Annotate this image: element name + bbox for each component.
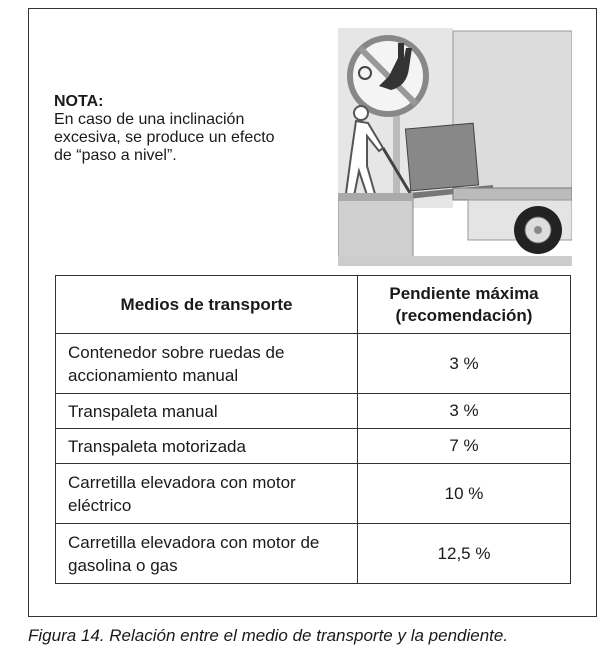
header-medios: Medios de transporte: [55, 275, 358, 334]
table-row: Transpaleta manual 3 %: [55, 393, 571, 429]
note-text: En caso de una inclinación excesiva, se …: [54, 111, 275, 164]
figure-frame: [28, 8, 597, 617]
cell-medio: Contenedor sobre ruedas de accionamiento…: [55, 333, 358, 394]
note-title: NOTA:: [54, 93, 104, 110]
table-row: Carretilla elevadora con motor eléctrico…: [55, 463, 571, 524]
cell-medio: Carretilla elevadora con motor de gasoli…: [55, 523, 358, 584]
header-pendiente: Pendiente máxima (recomendación): [357, 275, 571, 334]
cell-pendiente: 10 %: [357, 463, 571, 524]
cell-pendiente: 7 %: [357, 428, 571, 464]
cell-medio: Transpaleta manual: [55, 393, 358, 429]
truck-wheel-icon: [514, 206, 562, 254]
table-row: Transpaleta motorizada 7 %: [55, 428, 571, 464]
stop-hand-icon: [347, 35, 429, 117]
table-header-row: Medios de transporte Pendiente máxima (r…: [55, 275, 571, 334]
note: NOTA: En caso de una inclinación excesiv…: [54, 93, 294, 165]
table-row: Carretilla elevadora con motor de gasoli…: [55, 523, 571, 584]
slope-table: Medios de transporte Pendiente máxima (r…: [55, 275, 571, 584]
cell-pendiente: 12,5 %: [357, 523, 571, 584]
cell-pendiente: 3 %: [357, 393, 571, 429]
loading-illustration: [338, 28, 572, 266]
cell-pendiente: 3 %: [357, 333, 571, 394]
table-row: Contenedor sobre ruedas de accionamiento…: [55, 333, 571, 394]
cell-medio: Transpaleta motorizada: [55, 428, 358, 464]
cell-medio: Carretilla elevadora con motor eléctrico: [55, 463, 358, 524]
figure-caption: Figura 14. Relación entre el medio de tr…: [28, 626, 509, 645]
